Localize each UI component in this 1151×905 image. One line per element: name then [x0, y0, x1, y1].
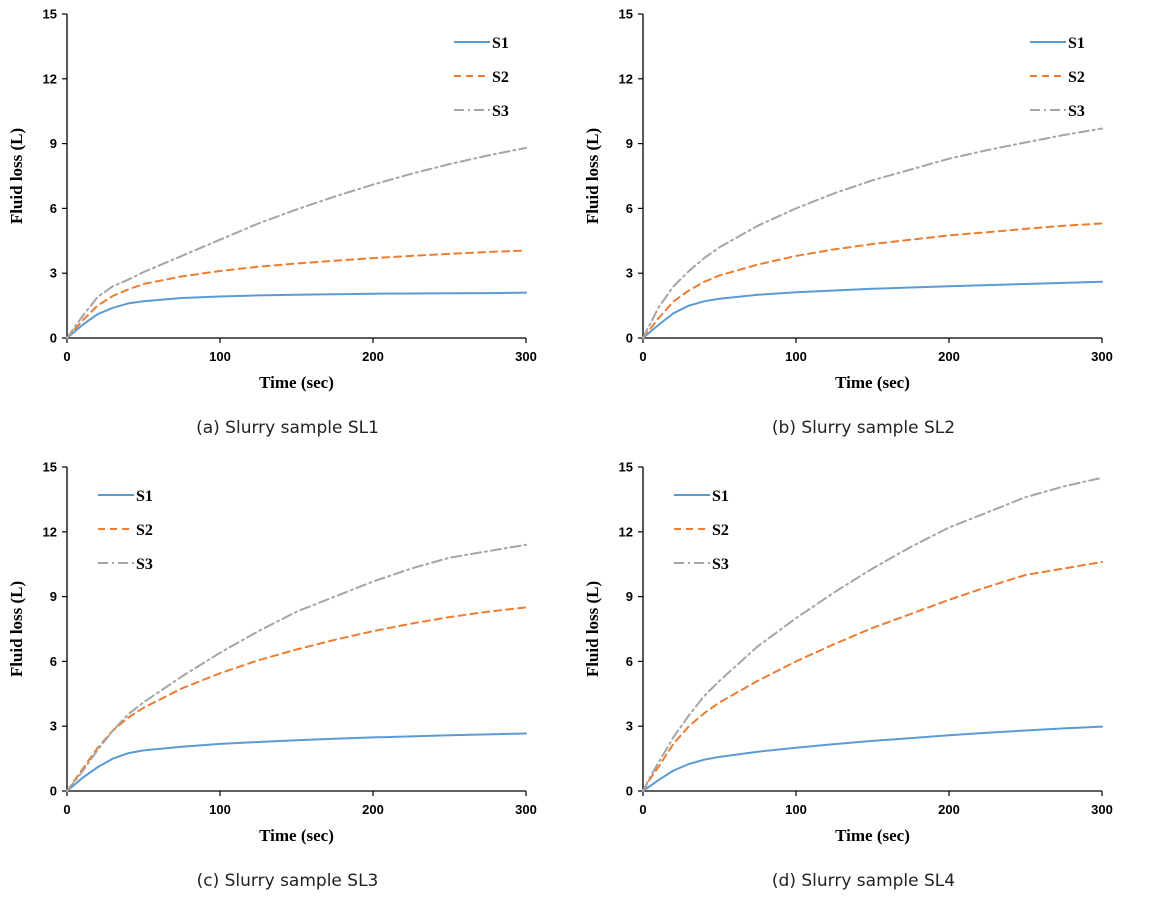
y-tick-label: 0 [50, 331, 57, 346]
x-tick-label: 200 [362, 349, 384, 364]
y-axis-title: Fluid loss (L) [7, 128, 26, 224]
x-tick-label: 0 [63, 349, 70, 364]
chart-c: 0 3 6 9 12 15 0 100 200 300 Time (sec) Fluid loss (… [7, 460, 537, 846]
series-line-s3 [66, 146, 527, 339]
chart-panel-b: 0 3 6 9 12 15 0 100 200 300 Time (sec) Fluid loss (… [576, 0, 1151, 452]
x-tick-label: 100 [209, 802, 231, 817]
caption-b: (b) Slurry sample SL2 [771, 418, 956, 438]
series-line-s2 [642, 561, 1103, 792]
y-tick-label: 15 [43, 460, 57, 475]
series-line-s1 [642, 725, 1103, 792]
y-tick-label: 0 [626, 784, 633, 799]
series-line-s2 [66, 606, 527, 792]
y-tick-label: 9 [50, 589, 57, 604]
x-axis-title: Time (sec) [259, 373, 334, 392]
y-axis-title: Fluid loss (L) [583, 128, 602, 224]
caption-d: (d) Slurry sample SL4 [771, 871, 956, 891]
y-axis-title: Fluid loss (L) [7, 581, 26, 677]
series-line-s3 [66, 543, 527, 792]
series-line-s2 [66, 249, 527, 339]
legend-label-s3: S3 [1068, 103, 1085, 120]
x-tick-label: 100 [209, 349, 231, 364]
y-tick-label: 6 [626, 654, 633, 669]
series-line-s2 [642, 222, 1103, 339]
y-tick-label: 6 [50, 654, 57, 669]
y-tick-label: 15 [43, 7, 57, 22]
x-axis-title: Time (sec) [835, 826, 910, 845]
legend-label-s3: S3 [712, 556, 729, 573]
x-tick-label: 200 [938, 802, 960, 817]
x-tick-label: 0 [639, 802, 646, 817]
x-tick-label: 200 [362, 802, 384, 817]
chart-d: 0 3 6 9 12 15 0 100 200 300 Time (sec) Fluid loss (… [583, 460, 1113, 846]
chart-panel-a: 0 3 6 9 12 15 0 100 200 300 Time (sec) Fluid loss (… [0, 0, 575, 452]
y-tick-label: 0 [50, 784, 57, 799]
chart-panel-d: 0 3 6 9 12 15 0 100 200 300 Time (sec) Fluid loss (… [576, 453, 1151, 905]
y-tick-label: 3 [626, 719, 633, 734]
y-tick-label: 3 [50, 719, 57, 734]
legend-label-s2: S2 [492, 69, 509, 86]
y-tick-label: 9 [626, 136, 633, 151]
y-tick-label: 3 [626, 266, 633, 281]
y-tick-label: 0 [626, 331, 633, 346]
x-tick-label: 100 [785, 802, 807, 817]
legend-label-s2: S2 [712, 522, 729, 539]
caption-c: (c) Slurry sample SL3 [196, 871, 379, 891]
x-tick-label: 300 [1091, 349, 1113, 364]
x-axis-title: Time (sec) [835, 373, 910, 392]
series-line-s1 [66, 732, 527, 792]
y-tick-label: 12 [43, 524, 57, 539]
caption-a: (a) Slurry sample SL1 [196, 418, 379, 438]
x-tick-label: 300 [515, 349, 537, 364]
x-tick-label: 200 [938, 349, 960, 364]
y-tick-label: 3 [50, 266, 57, 281]
y-tick-label: 15 [619, 460, 633, 475]
x-tick-label: 0 [63, 802, 70, 817]
y-tick-label: 15 [619, 7, 633, 22]
legend-label-s1: S1 [136, 488, 153, 505]
x-tick-label: 300 [515, 802, 537, 817]
y-tick-label: 9 [50, 136, 57, 151]
y-tick-label: 12 [43, 71, 57, 86]
x-tick-label: 100 [785, 349, 807, 364]
legend-label-s2: S2 [136, 522, 153, 539]
series-line-s3 [642, 476, 1103, 792]
legend-label-s1: S1 [712, 488, 729, 505]
x-tick-label: 0 [639, 349, 646, 364]
series-line-s1 [642, 280, 1103, 339]
legend-label-s3: S3 [492, 103, 509, 120]
series-line-s1 [66, 291, 527, 339]
y-tick-label: 6 [626, 201, 633, 216]
series-line-s3 [642, 127, 1103, 339]
x-tick-label: 300 [1091, 802, 1113, 817]
legend-label-s1: S1 [492, 35, 509, 52]
y-tick-label: 6 [50, 201, 57, 216]
y-tick-label: 9 [626, 589, 633, 604]
chart-b: 0 3 6 9 12 15 0 100 200 300 Time (sec) Fluid loss (… [583, 7, 1113, 393]
legend-label-s2: S2 [1068, 69, 1085, 86]
chart-panel-c: 0 3 6 9 12 15 0 100 200 300 Time (sec) Fluid loss (… [0, 453, 575, 905]
legend-label-s3: S3 [136, 556, 153, 573]
y-tick-label: 12 [619, 71, 633, 86]
legend-label-s1: S1 [1068, 35, 1085, 52]
chart-a: 0 3 6 9 12 15 0 100 200 300 Time (sec) Fluid loss (… [7, 7, 537, 393]
y-axis-title: Fluid loss (L) [583, 581, 602, 677]
y-tick-label: 12 [619, 524, 633, 539]
x-axis-title: Time (sec) [259, 826, 334, 845]
